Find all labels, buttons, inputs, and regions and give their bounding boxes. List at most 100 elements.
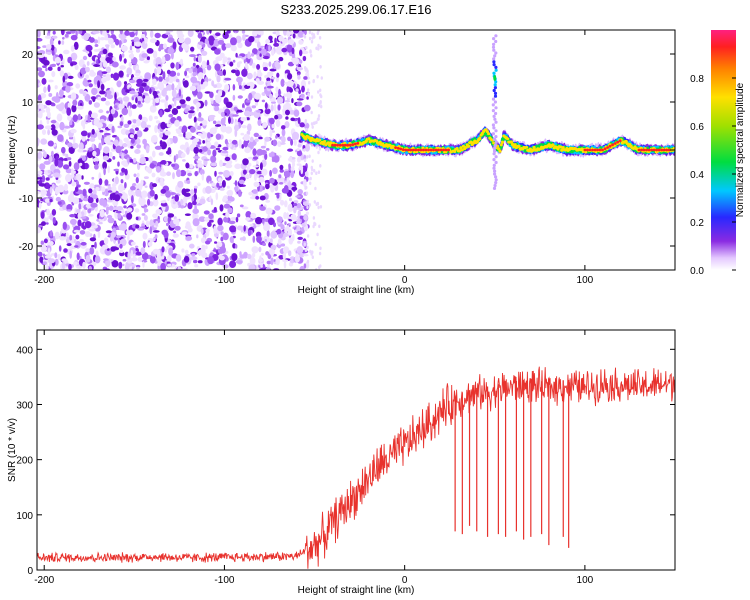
noise-speck (66, 82, 74, 87)
noise-speck (94, 241, 97, 249)
spike-mark (492, 126, 496, 130)
noise-speck (274, 114, 279, 120)
noise-speck (210, 155, 217, 163)
noise-speck (138, 86, 145, 94)
noise-speck (319, 45, 322, 49)
noise-speck (39, 256, 44, 263)
noise-speck (146, 48, 154, 54)
noise-speck (134, 189, 142, 197)
signal-peak (601, 148, 604, 152)
noise-speck (105, 208, 109, 215)
noise-speck (74, 64, 79, 71)
noise-speck (174, 194, 179, 202)
noise-speck (172, 172, 175, 180)
noise-speck (316, 74, 319, 79)
noise-speck (130, 30, 133, 33)
noise-speck (209, 127, 217, 135)
noise-speck (144, 208, 149, 213)
noise-speck (159, 109, 163, 118)
noise-speck (106, 94, 114, 100)
noise-speck (230, 107, 235, 112)
noise-speck (82, 55, 88, 61)
signal-band (672, 146, 675, 151)
noise-speck (259, 259, 264, 262)
noise-speck (296, 246, 304, 254)
noise-speck (140, 247, 146, 255)
noise-speck (55, 155, 59, 163)
noise-speck (291, 131, 300, 140)
noise-speck (174, 225, 181, 231)
noise-speck (306, 199, 309, 204)
noise-speck (206, 30, 210, 35)
noise-speck (92, 30, 100, 34)
noise-speck (211, 182, 216, 187)
noise-speck (62, 164, 70, 170)
noise-speck (284, 200, 288, 208)
noise-speck (270, 185, 275, 193)
spike-mark (492, 42, 496, 47)
noise-speck (193, 56, 196, 62)
noise-speck (245, 99, 251, 103)
noise-speck (262, 55, 270, 60)
noise-speck (209, 91, 214, 99)
signal-peak (409, 148, 413, 152)
noise-speck (109, 235, 114, 242)
noise-speck (159, 161, 167, 165)
noise-speck (52, 217, 56, 224)
noise-speck (256, 64, 261, 70)
noise-speck (297, 75, 301, 80)
noise-speck (168, 75, 174, 84)
noise-speck (288, 237, 294, 245)
noise-speck (304, 104, 311, 112)
noise-speck (234, 180, 238, 187)
noise-speck (313, 221, 316, 226)
snr-x-ticks: -200 -100 0 100 (34, 330, 594, 586)
noise-speck (71, 180, 76, 187)
signal-peak (356, 141, 360, 145)
noise-speck (314, 186, 317, 191)
noise-speck (248, 264, 256, 270)
noise-speck (261, 99, 266, 103)
noise-speck (303, 66, 307, 70)
noise-speck (193, 259, 198, 264)
noise-speck (103, 146, 110, 154)
noise-speck (275, 86, 279, 93)
noise-speck (249, 169, 256, 175)
noise-speck (292, 57, 300, 65)
spike-mark (494, 135, 498, 139)
noise-speck (171, 108, 179, 115)
noise-speck (219, 187, 225, 191)
noise-speck (276, 228, 282, 235)
spike-mark (493, 91, 498, 95)
noise-speck (103, 136, 111, 144)
noise-speck (246, 72, 253, 80)
noise-speck (278, 254, 285, 260)
noise-speck (57, 184, 65, 193)
noise-speck (88, 214, 94, 217)
noise-speck (248, 36, 255, 43)
noise-speck (119, 243, 123, 249)
noise-speck (167, 104, 172, 110)
noise-speck (50, 103, 56, 107)
noise-speck (61, 258, 68, 262)
noise-speck (99, 198, 105, 206)
noise-speck (259, 206, 266, 211)
noise-speck (91, 128, 95, 135)
noise-speck (296, 98, 304, 101)
noise-speck (203, 158, 210, 161)
noise-speck (224, 77, 232, 81)
noise-speck (264, 136, 271, 142)
noise-speck (201, 244, 206, 249)
noise-speck (165, 77, 170, 82)
noise-speck (80, 67, 87, 75)
noise-speck (229, 225, 237, 233)
noise-speck (122, 96, 130, 102)
noise-speck (137, 256, 143, 262)
noise-speck (131, 95, 139, 98)
noise-speck (109, 193, 114, 201)
noise-speck (230, 216, 238, 221)
noise-speck (262, 186, 265, 191)
noise-speck (238, 85, 242, 90)
signal-peak (640, 148, 643, 152)
